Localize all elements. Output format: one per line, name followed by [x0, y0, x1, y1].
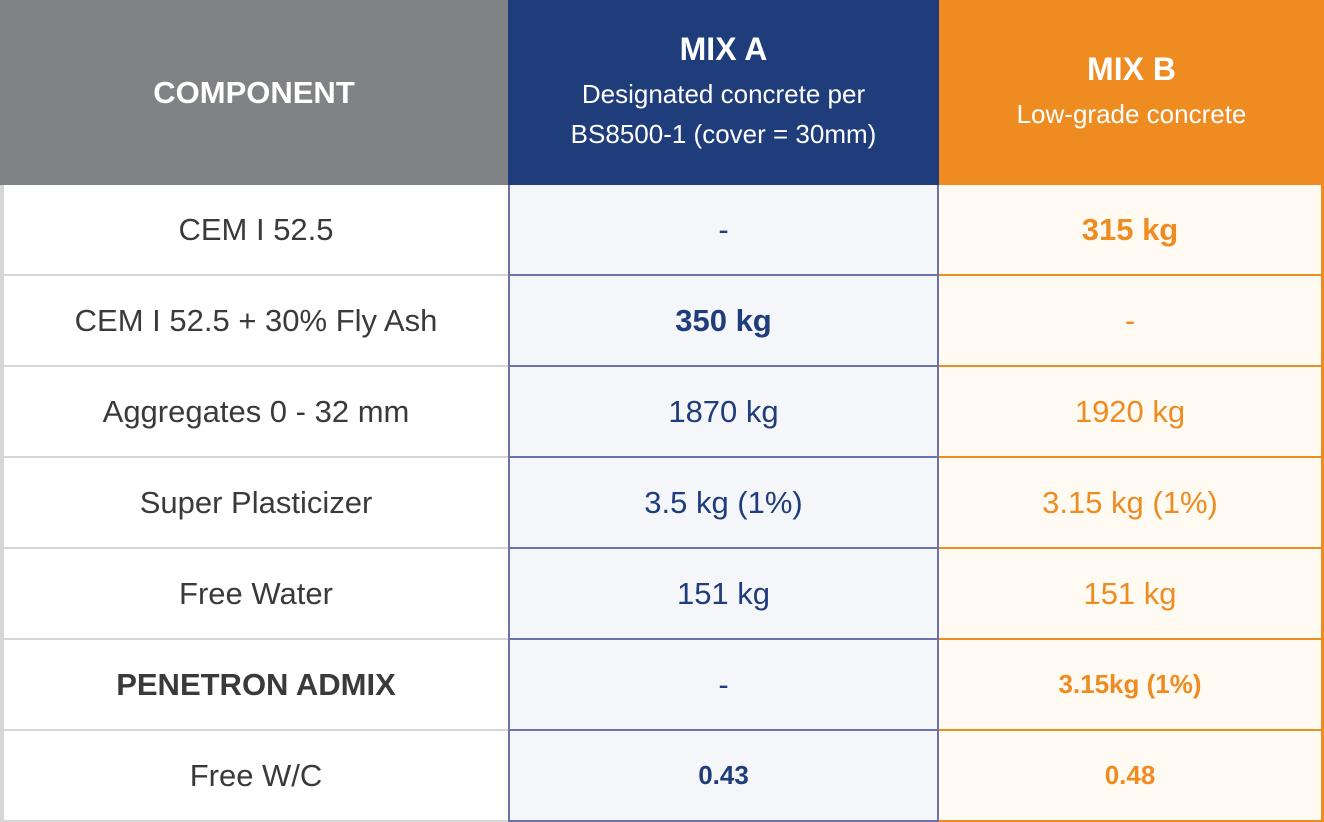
- component-cell: CEM I 52.5 + 30% Fly Ash: [0, 276, 508, 367]
- mix-a-subtitle: Designated concrete per BS8500-1 (cover …: [570, 79, 877, 149]
- mix-b-title: MIX B: [1087, 51, 1176, 87]
- mix-b-cell: 151 kg: [939, 549, 1324, 640]
- mix-a-cell: 1870 kg: [508, 367, 939, 458]
- mix-a-cell: 3.5 kg (1%): [508, 458, 939, 549]
- mix-a-cell: -: [508, 185, 939, 276]
- header-mix-b: MIX B Low-grade concrete: [939, 0, 1324, 185]
- mix-b-subtitle: Low-grade concrete: [1016, 99, 1247, 129]
- component-cell: Aggregates 0 - 32 mm: [0, 367, 508, 458]
- mix-b-cell: -: [939, 276, 1324, 367]
- mix-b-cell: 3.15 kg (1%): [939, 458, 1324, 549]
- mix-b-cell: 3.15kg (1%): [939, 640, 1324, 731]
- header-component: COMPONENT: [0, 0, 508, 185]
- mix-a-cell: 151 kg: [508, 549, 939, 640]
- mix-a-title: MIX A: [679, 31, 768, 67]
- mix-a-cell: 350 kg: [508, 276, 939, 367]
- mix-a-cell: 0.43: [508, 731, 939, 822]
- component-cell: Free W/C: [0, 731, 508, 822]
- mix-b-cell: 315 kg: [939, 185, 1324, 276]
- component-cell: PENETRON ADMIX: [0, 640, 508, 731]
- header-mix-a: MIX A Designated concrete per BS8500-1 (…: [508, 0, 939, 185]
- component-cell: Super Plasticizer: [0, 458, 508, 549]
- component-cell: CEM I 52.5: [0, 185, 508, 276]
- mix-a-cell: -: [508, 640, 939, 731]
- mix-b-cell: 1920 kg: [939, 367, 1324, 458]
- mix-b-cell: 0.48: [939, 731, 1324, 822]
- component-cell: Free Water: [0, 549, 508, 640]
